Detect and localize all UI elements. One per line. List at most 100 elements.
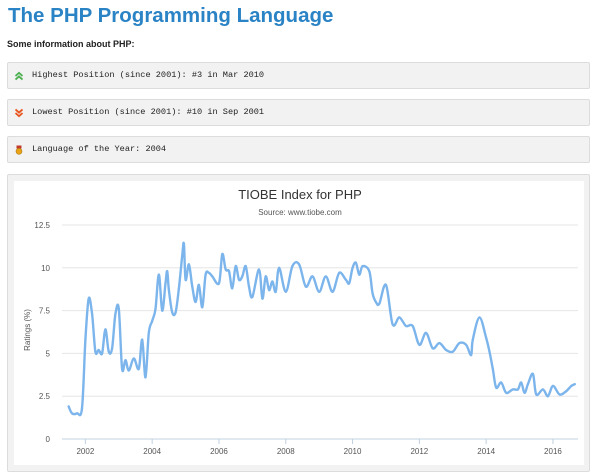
data-point <box>191 285 194 288</box>
data-point <box>174 311 177 314</box>
data-point <box>194 300 197 304</box>
data-point <box>217 282 221 285</box>
data-point <box>438 342 441 345</box>
data-point <box>378 302 381 305</box>
data-point <box>361 265 364 268</box>
data-point <box>570 384 573 387</box>
data-point <box>404 324 408 328</box>
data-point <box>161 309 164 312</box>
data-point <box>451 350 454 353</box>
data-point <box>546 395 550 398</box>
data-point <box>541 388 545 391</box>
highest-position-text: Highest Position (since 2001): #3 in Mar… <box>32 70 265 80</box>
x-tick-label: 2002 <box>76 447 94 456</box>
data-point <box>91 312 94 316</box>
data-point <box>304 285 307 288</box>
highest-position-box: Highest Position (since 2001): #3 in Mar… <box>7 62 590 89</box>
data-point <box>114 312 117 316</box>
data-point <box>257 268 261 271</box>
page-title: The PHP Programming Language <box>8 4 334 27</box>
data-point <box>207 271 211 274</box>
data-point <box>264 275 267 278</box>
data-point <box>67 405 70 408</box>
data-point <box>351 266 354 269</box>
data-point <box>244 265 247 268</box>
data-point <box>121 367 124 370</box>
data-point <box>470 354 473 357</box>
data-point <box>211 275 214 278</box>
data-point <box>531 372 535 375</box>
data-point <box>107 350 110 353</box>
data-point <box>221 253 224 256</box>
data-point <box>551 384 555 387</box>
data-point <box>237 278 241 281</box>
data-point <box>384 283 388 286</box>
data-point <box>398 316 401 319</box>
data-point <box>94 350 97 353</box>
data-point <box>97 348 100 352</box>
data-point <box>231 287 234 290</box>
data-point <box>154 307 157 310</box>
data-point <box>500 381 503 384</box>
y-tick-label: 5 <box>46 349 51 358</box>
y-tick-label: 7.5 <box>39 307 51 316</box>
data-point <box>558 393 561 396</box>
data-point <box>151 319 154 322</box>
data-point <box>371 292 374 295</box>
x-tick-label: 2010 <box>344 447 362 456</box>
data-point <box>224 268 227 271</box>
data-point <box>511 388 514 391</box>
data-point <box>488 350 491 353</box>
data-point <box>445 348 448 352</box>
data-point <box>101 352 104 355</box>
data-point <box>184 278 187 281</box>
data-point <box>87 297 90 300</box>
data-point <box>523 391 526 394</box>
data-point <box>324 275 327 278</box>
y-tick-label: 2.5 <box>39 392 51 401</box>
data-point <box>520 381 523 384</box>
data-point <box>144 376 147 379</box>
data-point <box>164 282 167 285</box>
data-point <box>234 265 237 268</box>
data-point <box>84 338 87 341</box>
data-point <box>157 273 160 276</box>
data-point <box>344 278 347 281</box>
data-point <box>187 263 190 266</box>
x-tick-label: 2014 <box>477 447 495 456</box>
data-point <box>516 388 519 391</box>
y-tick-label: 0 <box>46 435 51 444</box>
data-point <box>311 275 314 278</box>
data-point <box>491 367 494 370</box>
data-point <box>535 393 538 396</box>
data-point <box>485 336 488 340</box>
chart-panel: 0 2.5 5 7.5 10 12.5 2002 2004 2006 2008 2010 2012 20… <box>7 174 590 472</box>
data-point <box>204 273 207 276</box>
data-point <box>411 324 414 328</box>
data-point <box>117 307 120 310</box>
medal-icon <box>15 145 23 155</box>
data-point <box>197 283 200 286</box>
data-point <box>278 266 281 269</box>
y-tick-label: 10 <box>41 264 50 273</box>
data-point <box>458 342 461 345</box>
data-point <box>201 306 204 309</box>
data-point <box>268 289 271 292</box>
lowest-position-box: Lowest Position (since 2001): #10 in Sep… <box>7 99 590 126</box>
data-point <box>247 285 251 288</box>
data-point <box>177 287 180 290</box>
x-tick-label: 2004 <box>143 447 161 456</box>
x-tick-label: 2016 <box>544 447 562 456</box>
data-point <box>147 331 150 334</box>
data-point <box>391 323 394 326</box>
data-point <box>465 343 468 346</box>
data-point <box>495 386 498 389</box>
data-point <box>368 270 371 273</box>
data-point <box>291 265 294 268</box>
tiobe-chart: 0 2.5 5 7.5 10 12.5 2002 2004 2006 2008 2010 2012 20… <box>14 181 584 465</box>
data-point <box>478 316 481 319</box>
data-point <box>338 271 341 274</box>
data-point <box>111 347 114 350</box>
lowest-position-text: Lowest Position (since 2001): #10 in Sep… <box>32 107 265 117</box>
data-point <box>526 383 530 386</box>
